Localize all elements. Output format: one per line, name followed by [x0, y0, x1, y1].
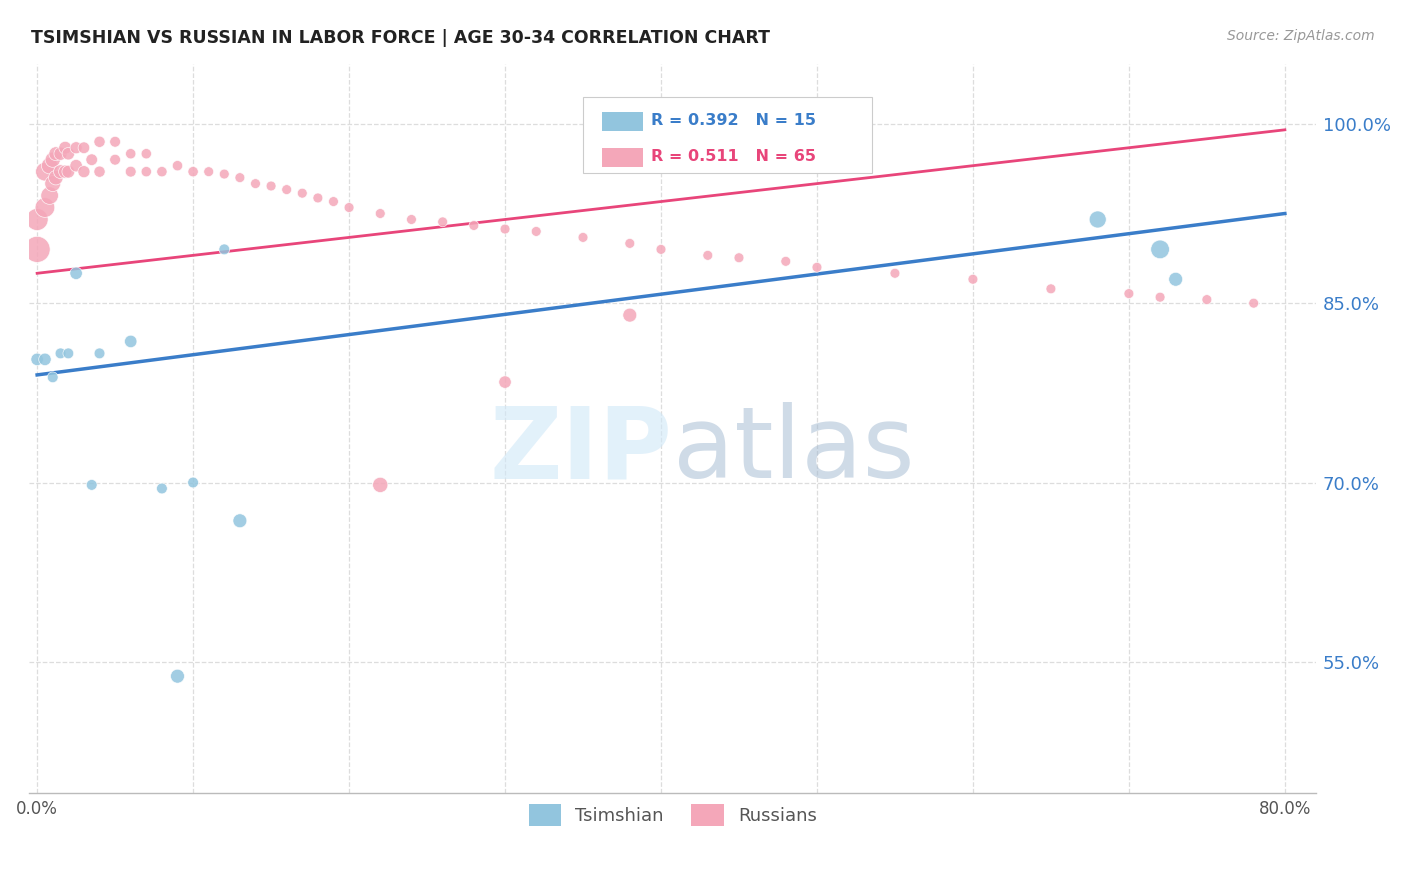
Point	[49, 164, 72, 178]
Point	[34, 352, 56, 367]
Point	[58, 346, 80, 360]
FancyBboxPatch shape	[602, 112, 643, 131]
Point	[58, 146, 80, 161]
Point	[368, 478, 391, 492]
Point	[229, 514, 252, 528]
Text: ZIP: ZIP	[489, 402, 672, 500]
Point	[494, 375, 516, 389]
Point	[572, 230, 595, 244]
Point	[197, 164, 219, 178]
Point	[884, 266, 907, 280]
Point	[65, 266, 87, 280]
Text: R = 0.392   N = 15: R = 0.392 N = 15	[651, 113, 815, 128]
Point	[181, 475, 204, 490]
Point	[150, 482, 173, 496]
Point	[432, 215, 454, 229]
Point	[337, 201, 360, 215]
Point	[368, 206, 391, 220]
Point	[276, 183, 298, 197]
Point	[775, 254, 797, 268]
Point	[65, 141, 87, 155]
Point	[728, 251, 751, 265]
Point	[322, 194, 344, 209]
Point	[49, 346, 72, 360]
Point	[53, 141, 76, 155]
FancyBboxPatch shape	[602, 148, 643, 167]
Point	[104, 153, 127, 167]
Point	[135, 164, 157, 178]
Point	[65, 159, 87, 173]
Text: atlas: atlas	[672, 402, 914, 500]
Point	[214, 243, 236, 257]
Point	[1149, 243, 1171, 257]
Point	[73, 164, 96, 178]
Point	[166, 669, 188, 683]
Point	[25, 243, 48, 257]
Point	[806, 260, 828, 275]
Point	[245, 177, 267, 191]
Point	[120, 334, 142, 349]
Point	[962, 272, 984, 286]
Point	[34, 164, 56, 178]
Point	[25, 352, 48, 367]
Point	[1149, 290, 1171, 304]
Point	[135, 146, 157, 161]
Text: Source: ZipAtlas.com: Source: ZipAtlas.com	[1227, 29, 1375, 43]
Point	[34, 201, 56, 215]
Point	[1195, 293, 1218, 307]
Point	[1118, 286, 1140, 301]
Point	[1243, 296, 1265, 310]
Point	[104, 135, 127, 149]
Point	[696, 248, 718, 262]
Point	[120, 164, 142, 178]
Point	[401, 212, 423, 227]
Point	[1087, 212, 1109, 227]
Point	[229, 170, 252, 185]
Point	[1039, 282, 1062, 296]
Point	[650, 243, 672, 257]
Point	[58, 164, 80, 178]
Point	[80, 478, 103, 492]
Legend: Tsimshian, Russians: Tsimshian, Russians	[519, 796, 825, 836]
Point	[49, 146, 72, 161]
Point	[524, 224, 547, 238]
Point	[80, 153, 103, 167]
Point	[73, 141, 96, 155]
Point	[42, 370, 65, 384]
Point	[89, 135, 111, 149]
FancyBboxPatch shape	[582, 97, 872, 173]
Point	[166, 159, 188, 173]
Point	[45, 146, 67, 161]
Point	[45, 170, 67, 185]
Point	[494, 222, 516, 236]
Point	[42, 177, 65, 191]
Point	[307, 191, 329, 205]
Point	[38, 159, 60, 173]
Point	[53, 164, 76, 178]
Point	[260, 179, 283, 194]
Point	[619, 308, 641, 322]
Point	[291, 186, 314, 201]
Text: R = 0.511   N = 65: R = 0.511 N = 65	[651, 149, 815, 164]
Point	[89, 164, 111, 178]
Point	[463, 219, 485, 233]
Point	[214, 167, 236, 181]
Point	[1164, 272, 1187, 286]
Text: TSIMSHIAN VS RUSSIAN IN LABOR FORCE | AGE 30-34 CORRELATION CHART: TSIMSHIAN VS RUSSIAN IN LABOR FORCE | AG…	[31, 29, 770, 46]
Point	[42, 153, 65, 167]
Point	[89, 346, 111, 360]
Point	[619, 236, 641, 251]
Point	[25, 212, 48, 227]
Point	[38, 188, 60, 202]
Point	[150, 164, 173, 178]
Point	[120, 146, 142, 161]
Point	[181, 164, 204, 178]
